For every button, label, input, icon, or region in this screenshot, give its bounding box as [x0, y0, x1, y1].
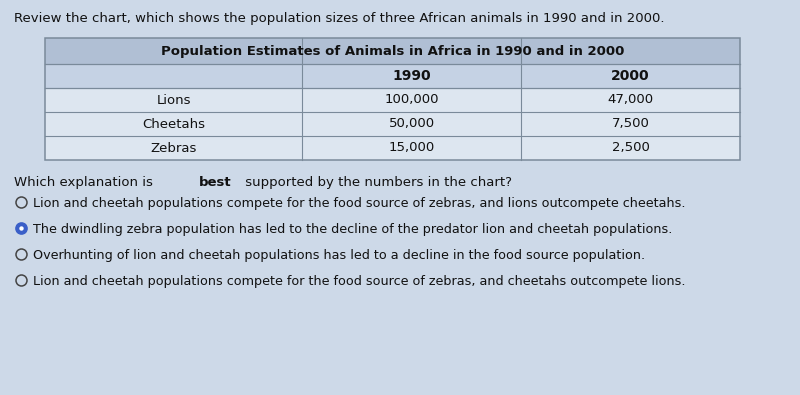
Text: 15,000: 15,000 [389, 141, 434, 154]
Text: Lion and cheetah populations compete for the food source of zebras, and lions ou: Lion and cheetah populations compete for… [33, 197, 686, 210]
Circle shape [16, 223, 27, 234]
Text: Lions: Lions [156, 94, 191, 107]
Text: 100,000: 100,000 [384, 94, 439, 107]
Text: Cheetahs: Cheetahs [142, 117, 205, 130]
Bar [45, 88, 740, 112]
Text: 7,500: 7,500 [612, 117, 650, 130]
Text: 47,000: 47,000 [607, 94, 654, 107]
Text: Overhunting of lion and cheetah populations has led to a decline in the food sou: Overhunting of lion and cheetah populati… [33, 249, 645, 262]
Bar [45, 38, 740, 160]
Text: Zebras: Zebras [150, 141, 197, 154]
Text: 50,000: 50,000 [389, 117, 434, 130]
Circle shape [19, 226, 24, 231]
Bar [45, 136, 740, 160]
Text: best: best [198, 176, 231, 189]
Bar [45, 112, 740, 136]
Text: Review the chart, which shows the population sizes of three African animals in 1: Review the chart, which shows the popula… [14, 12, 665, 25]
Text: 1990: 1990 [392, 69, 431, 83]
Text: supported by the numbers in the chart?: supported by the numbers in the chart? [241, 176, 512, 189]
Text: Which explanation is: Which explanation is [14, 176, 157, 189]
Text: Lion and cheetah populations compete for the food source of zebras, and cheetahs: Lion and cheetah populations compete for… [33, 275, 686, 288]
Bar [45, 64, 740, 88]
Text: Population Estimates of Animals in Africa in 1990 and in 2000: Population Estimates of Animals in Afric… [161, 45, 624, 58]
Text: 2000: 2000 [611, 69, 650, 83]
Bar [45, 38, 740, 64]
Text: The dwindling zebra population has led to the decline of the predator lion and c: The dwindling zebra population has led t… [33, 223, 672, 236]
Text: 2,500: 2,500 [612, 141, 650, 154]
